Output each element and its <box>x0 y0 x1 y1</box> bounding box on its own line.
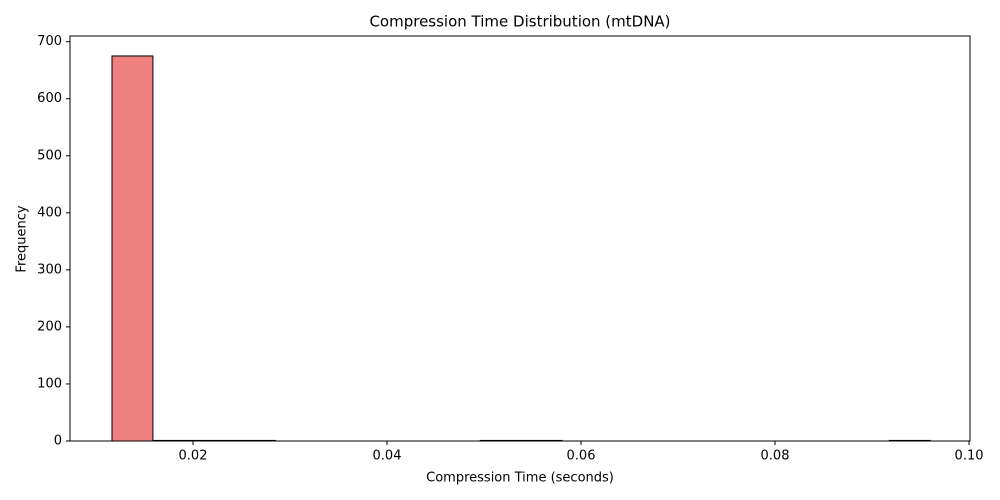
x-tick-label: 0.02 <box>179 449 208 464</box>
x-tick-label: 0.08 <box>761 449 790 464</box>
y-tick-label: 500 <box>37 148 62 163</box>
y-tick-label: 700 <box>37 34 62 49</box>
bar <box>111 55 154 442</box>
plot-frame <box>69 35 971 442</box>
y-tick-label: 600 <box>37 91 62 106</box>
y-tick-label: 300 <box>37 262 62 277</box>
y-tick-label: 200 <box>37 319 62 334</box>
x-tick-label: 0.04 <box>373 449 402 464</box>
x-tick-label: 0.10 <box>955 449 984 464</box>
chart-title: Compression Time Distribution (mtDNA) <box>369 13 670 31</box>
y-tick-label: 100 <box>37 376 62 391</box>
x-axis-label: Compression Time (seconds) <box>426 471 614 486</box>
y-tick-label: 0 <box>54 434 62 449</box>
y-axis-label: Frequency <box>15 205 30 272</box>
x-tick-label: 0.06 <box>567 449 596 464</box>
y-tick-label: 400 <box>37 205 62 220</box>
